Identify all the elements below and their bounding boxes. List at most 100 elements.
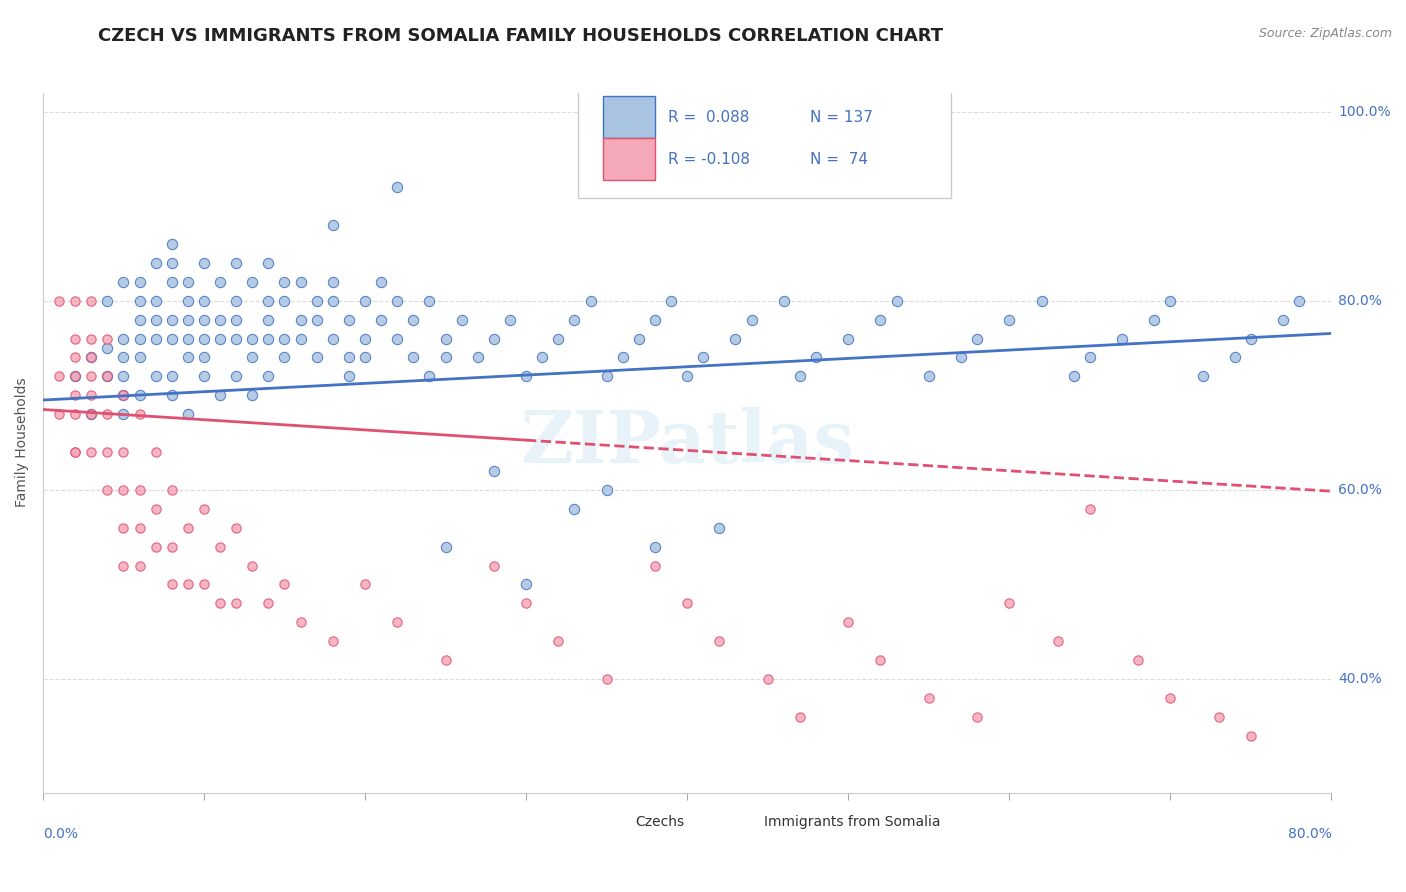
Point [257,312,280,326]
Text: Czechs: Czechs [636,815,685,829]
Point [499,312,522,326]
Point [209,540,232,554]
Point [96,483,118,497]
Point [644,558,666,573]
Point [63,445,86,459]
Point [1159,691,1181,706]
Point [209,596,232,610]
Point [209,275,232,289]
Point [48,407,70,421]
Point [434,540,457,554]
Y-axis label: Family Households: Family Households [15,378,30,508]
Point [63,407,86,421]
Point [112,351,135,365]
Point [96,369,118,384]
Point [659,293,682,308]
Text: ZIPatlas: ZIPatlas [520,407,855,478]
Point [160,312,183,326]
Point [80,369,103,384]
Point [1240,332,1263,346]
Point [1078,351,1101,365]
Text: 0.0%: 0.0% [44,827,77,841]
Point [370,275,392,289]
Point [193,332,215,346]
Point [160,388,183,402]
Text: R = -0.108: R = -0.108 [668,152,749,167]
Point [1272,312,1295,326]
Point [273,332,295,346]
Point [193,577,215,591]
Point [273,275,295,289]
Point [128,388,150,402]
Text: N =  74: N = 74 [810,152,868,167]
Point [949,351,972,365]
Point [225,521,247,535]
Point [160,369,183,384]
Point [692,351,714,365]
Point [547,332,569,346]
Point [966,332,988,346]
Point [257,293,280,308]
Point [112,558,135,573]
Point [63,332,86,346]
FancyBboxPatch shape [725,814,758,831]
Point [112,388,135,402]
Point [418,369,440,384]
Point [80,388,103,402]
Point [225,332,247,346]
Point [225,256,247,270]
Point [482,558,505,573]
Point [531,351,554,365]
Point [80,351,103,365]
Point [80,445,103,459]
Point [1078,501,1101,516]
Point [322,293,344,308]
Point [998,312,1021,326]
Point [595,369,617,384]
Point [612,351,634,365]
Point [354,332,377,346]
Point [1159,293,1181,308]
Point [290,312,312,326]
Point [63,369,86,384]
Point [337,312,360,326]
Point [145,312,167,326]
Point [918,369,941,384]
Text: Immigrants from Somalia: Immigrants from Somalia [765,815,941,829]
Point [402,351,425,365]
Text: CZECH VS IMMIGRANTS FROM SOMALIA FAMILY HOUSEHOLDS CORRELATION CHART: CZECH VS IMMIGRANTS FROM SOMALIA FAMILY … [98,27,943,45]
Point [709,521,731,535]
Point [482,332,505,346]
Point [627,332,650,346]
Point [177,293,200,308]
Point [257,596,280,610]
Point [63,293,86,308]
Point [644,540,666,554]
Point [240,332,263,346]
Point [290,615,312,630]
Point [112,369,135,384]
Point [128,312,150,326]
Text: 40.0%: 40.0% [1339,672,1382,686]
Point [998,596,1021,610]
Point [1031,293,1053,308]
Point [160,577,183,591]
Point [177,407,200,421]
Point [160,256,183,270]
Point [595,672,617,686]
Point [48,293,70,308]
Point [918,691,941,706]
Point [193,312,215,326]
Point [240,558,263,573]
Text: R =  0.088: R = 0.088 [668,110,749,125]
Point [160,236,183,251]
Point [257,332,280,346]
Point [370,312,392,326]
Point [160,332,183,346]
Point [966,710,988,724]
Point [240,351,263,365]
Point [145,332,167,346]
Point [63,388,86,402]
Point [193,351,215,365]
Point [1240,729,1263,743]
